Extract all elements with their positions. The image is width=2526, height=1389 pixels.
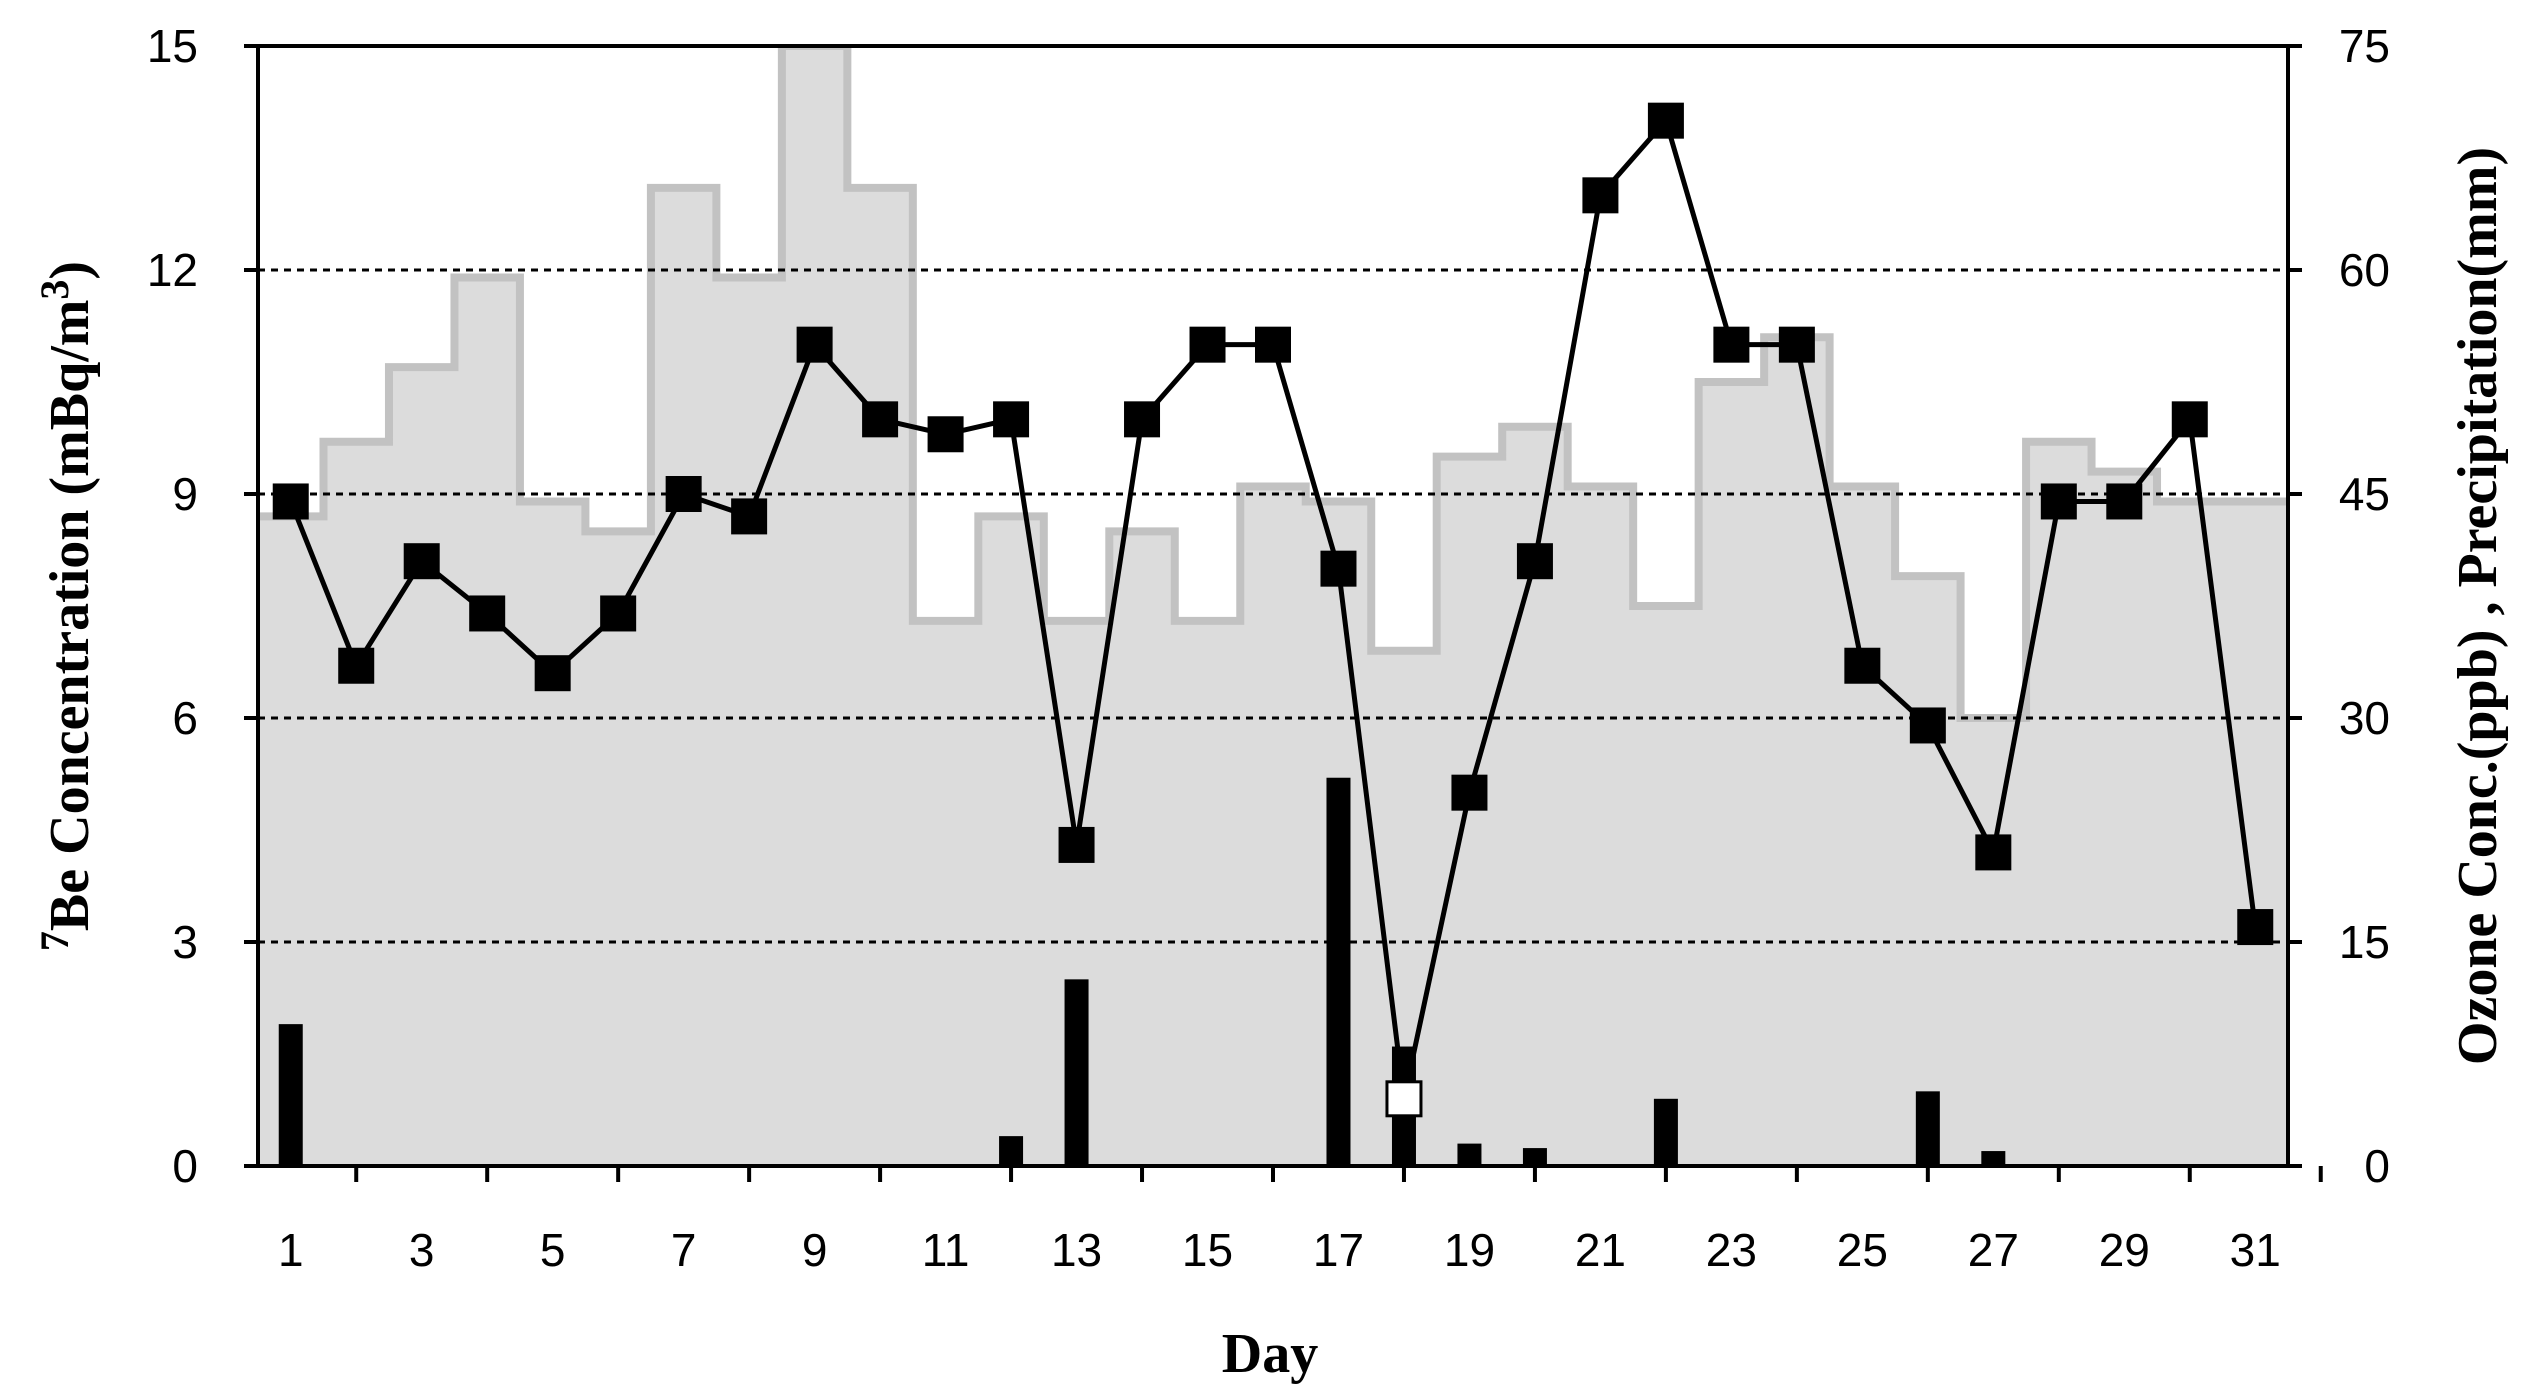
precip-bar-day-19 [1457,1143,1482,1166]
y-left-title-superscript: 7 [32,931,77,951]
y-axis-right-title: Ozone Conc.(ppb) , Precipitation(mm) [2447,147,2509,1065]
y-left-tick-label-6: 6 [172,692,198,744]
y-right-tick-label-75: 75 [2339,20,2390,72]
precip-bar-day-27 [1981,1151,2006,1166]
be7-marker-day-5 [534,655,571,692]
be7-marker-day-30 [2171,401,2208,438]
precip-bar-day-12 [999,1136,1024,1166]
x-tick-label-21: 21 [1575,1224,1626,1276]
be7-marker-day-14 [1124,401,1161,438]
be7-marker-day-4 [469,595,506,632]
y-left-tick-label-0: 0 [172,1140,198,1192]
be7-marker-day-24 [1778,326,1815,363]
y-right-tick-label-60: 60 [2339,244,2390,296]
x-axis-title: Day [1222,1323,1318,1385]
x-tick-label-7: 7 [671,1224,697,1276]
x-tick-label-1: 1 [278,1224,304,1276]
be7-marker-day-22 [1647,102,1684,139]
be7-marker-day-29 [2106,483,2143,520]
precip-bar-day-13 [1064,979,1089,1166]
gridlines [258,268,2288,944]
x-tick-label-9: 9 [802,1224,828,1276]
x-tick-label-31: 31 [2230,1224,2281,1276]
x-tick-label-3: 3 [409,1224,435,1276]
be7-marker-day-15 [1189,326,1226,363]
ozone-step-area [258,46,2288,1166]
x-tick-label-27: 27 [1968,1224,2019,1276]
y-left-tick-label-12: 12 [147,244,198,296]
be7-markers [272,102,2274,1118]
be7-marker-day-8 [731,498,768,535]
y-axis-right: 0 15 30 45 60 75 [2288,20,2390,1192]
be7-marker-day-2 [338,647,375,684]
precip-bar-day-1 [278,1024,303,1166]
precip-bar-day-17 [1326,777,1351,1166]
y-left-title-unit-superscript: 3 [32,280,77,300]
x-tick-label-5: 5 [540,1224,566,1276]
precip-bar-day-22 [1653,1098,1678,1166]
x-tick-label-19: 19 [1444,1224,1495,1276]
be7-marker-day-20 [1516,543,1553,580]
y-right-tick-label-45: 45 [2339,468,2390,520]
be7-marker-day-9 [796,326,833,363]
ozone-area-fill [258,46,2288,1166]
precip-bar-day-20 [1522,1148,1547,1166]
be7-marker-day-21 [1582,177,1619,214]
be7-marker-day-10 [862,401,899,438]
y-axis-left-title: 7Be Concentration (mBq/m3) [32,261,101,951]
y-left-title-close: ) [39,261,101,280]
be7-marker-day-19 [1451,774,1488,811]
be7-marker-day-3 [403,543,440,580]
y-left-tick-label-15: 15 [147,20,198,72]
be7-marker-day-7 [665,476,702,512]
be7-marker-day-17 [1320,550,1357,587]
x-tick-label-11: 11 [922,1224,970,1276]
be7-marker-day-26 [1909,707,1946,744]
be7-marker-day-13 [1058,826,1095,863]
x-tick-label-13: 13 [1051,1224,1102,1276]
be7-marker-day-6 [600,595,637,632]
be7-marker-day-16 [1255,326,1291,363]
be7-marker-day-12 [993,401,1030,438]
be7-marker-day-18 [1385,1080,1423,1118]
be7-marker-day-23 [1713,326,1750,363]
y-right-tick-label-30: 30 [2339,692,2390,744]
y-left-tick-label-9: 9 [172,468,198,520]
x-tick-label-15: 15 [1182,1224,1233,1276]
x-tick-label-23: 23 [1706,1224,1757,1276]
be7-marker-day-1 [272,483,309,520]
be7-marker-day-11 [927,416,964,453]
ozone-area-edge [258,46,2288,722]
y-left-tick-label-3: 3 [172,916,198,968]
x-tick-label-17: 17 [1313,1224,1364,1276]
be7-marker-day-25 [1844,647,1881,684]
x-tick-label-25: 25 [1837,1224,1888,1276]
be7-marker-day-28 [2040,483,2077,520]
be7-marker-day-31 [2237,909,2274,946]
y-left-title-main: Be Concentration (mBq/m [39,300,101,932]
precip-bar-day-26 [1915,1091,1940,1166]
y-right-tick-label-15: 15 [2339,916,2390,968]
be7-marker-day-27 [1975,834,2012,871]
x-tick-label-29: 29 [2099,1224,2150,1276]
x-axis: 1 3 5 7 9 11 13 15 17 19 21 23 25 27 29 31 [278,1166,2323,1276]
y-right-tick-label-0: 0 [2364,1140,2390,1192]
y-axis-left: 0 3 6 9 12 15 [147,20,258,1192]
